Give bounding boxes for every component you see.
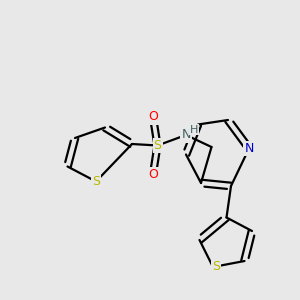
Text: S: S [92,175,100,188]
Text: H: H [190,124,199,135]
Text: O: O [148,110,158,124]
Text: N: N [244,142,254,155]
Text: N: N [181,128,191,142]
Text: S: S [154,139,161,152]
Text: S: S [212,260,220,274]
Text: O: O [148,167,158,181]
